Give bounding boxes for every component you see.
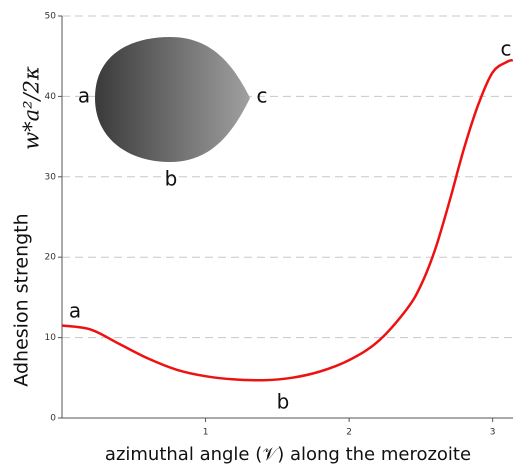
- inset-label: a: [78, 84, 90, 108]
- chart: Adhesion strength w*a²/2κ azimuthal angl…: [0, 0, 513, 468]
- inset-label: c: [257, 84, 268, 108]
- y-axis-label: Adhesion strength: [11, 213, 33, 386]
- x-tick-label: 3: [490, 428, 496, 438]
- x-tick-label: 1: [203, 428, 209, 438]
- inset-label: b: [165, 167, 178, 191]
- y-tick-label: 30: [45, 172, 57, 182]
- inset-shape: [95, 37, 250, 162]
- x-axis-label: azimuthal angle (𝒱) along the merozoite: [105, 444, 471, 465]
- curve-annotation: b: [277, 390, 290, 414]
- y-tick-label: 10: [45, 333, 57, 343]
- curve-annotation: c: [501, 37, 512, 61]
- y-axis-formula: w*a²/2κ: [20, 66, 44, 150]
- y-tick-label: 20: [45, 253, 57, 263]
- y-tick-label: 40: [45, 92, 57, 102]
- curve-annotation: a: [69, 299, 81, 323]
- y-tick-label: 0: [50, 414, 56, 424]
- x-tick-label: 2: [346, 428, 352, 438]
- y-tick-label: 50: [45, 12, 57, 22]
